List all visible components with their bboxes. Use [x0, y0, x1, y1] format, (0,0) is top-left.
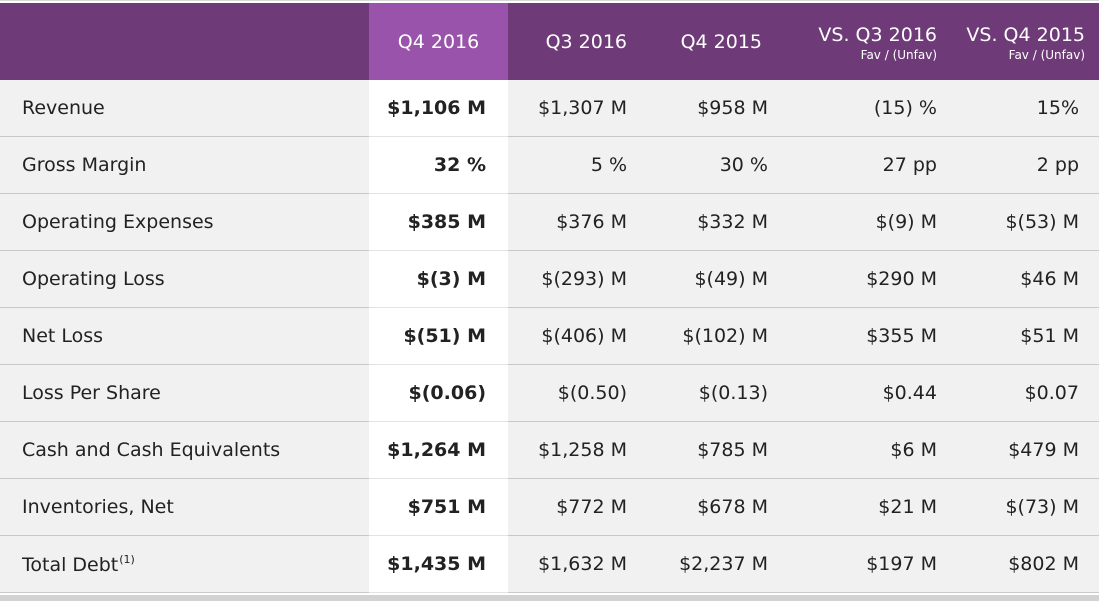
value-q4-2015: $(49) M — [647, 250, 782, 308]
value-q4-2016: $385 M — [369, 193, 508, 251]
value-q4-2016: $(51) M — [369, 307, 508, 365]
value-q3-2016: $772 M — [508, 478, 647, 536]
row-label-cell: Operating Expenses — [0, 193, 369, 251]
table-row: Revenue $1,106 M $1,307 M $958 M (15) % 15% — [0, 80, 1099, 137]
header-vs-q4-2015-sub: Fav / (Unfav) — [1008, 48, 1085, 62]
value-vs-q4-2015: $(53) M — [951, 193, 1099, 251]
row-label: Operating Expenses — [22, 211, 214, 233]
value-vs-q4-2015: $479 M — [951, 421, 1099, 479]
value-q3-2016: $376 M — [508, 193, 647, 251]
row-label: Cash and Cash Equivalents — [22, 439, 281, 461]
header-q3-2016: Q3 2016 — [508, 3, 647, 80]
value-q3-2016: $1,632 M — [508, 535, 647, 593]
header-blank-cell — [0, 3, 369, 80]
row-label: Operating Loss — [22, 268, 165, 290]
value-q4-2016: $(3) M — [369, 250, 508, 308]
value-vs-q4-2015: 15% — [951, 80, 1099, 137]
row-label-cell: Net Loss — [0, 307, 369, 365]
table-row: Gross Margin 32 % 5 % 30 % 27 pp 2 pp — [0, 136, 1099, 194]
row-label: Net Loss — [22, 325, 104, 347]
row-label-cell: Operating Loss — [0, 250, 369, 308]
row-label: Gross Margin — [22, 154, 147, 176]
value-vs-q4-2015: $46 M — [951, 250, 1099, 308]
table-row: Inventories, Net $751 M $772 M $678 M $21 M $… — [0, 478, 1099, 536]
row-label: Loss Per Share — [22, 382, 161, 404]
value-vs-q4-2015: $(73) M — [951, 478, 1099, 536]
table-row: Loss Per Share $(0.06) $(0.50) $(0.13) $0.44… — [0, 364, 1099, 422]
value-q3-2016: $1,307 M — [508, 80, 647, 137]
table-header: Q4 2016 Q3 2016 Q4 2015 VS. Q3 2016 Fav … — [0, 3, 1099, 80]
value-q4-2015: $(0.13) — [647, 364, 782, 422]
value-vs-q3-2016: $(9) M — [782, 193, 951, 251]
value-q4-2016: $1,435 M — [369, 535, 508, 593]
row-label-cell: Cash and Cash Equivalents — [0, 421, 369, 479]
header-row: Q4 2016 Q3 2016 Q4 2015 VS. Q3 2016 Fav … — [0, 3, 1099, 80]
value-q4-2015: 30 % — [647, 136, 782, 194]
table-row: Operating Loss $(3) M $(293) M $(49) M $290 … — [0, 250, 1099, 308]
table-body: Revenue $1,106 M $1,307 M $958 M (15) % 15% Gr… — [0, 80, 1099, 593]
value-q3-2016: 5 % — [508, 136, 647, 194]
row-label-cell: Total Debt(1) — [0, 535, 369, 593]
value-vs-q3-2016: $290 M — [782, 250, 951, 308]
header-q4-2015: Q4 2015 — [647, 3, 782, 80]
value-q4-2015: $678 M — [647, 478, 782, 536]
value-vs-q4-2015: $0.07 — [951, 364, 1099, 422]
value-vs-q4-2015: $802 M — [951, 535, 1099, 593]
value-q4-2015: $785 M — [647, 421, 782, 479]
value-vs-q3-2016: $6 M — [782, 421, 951, 479]
value-vs-q3-2016: $0.44 — [782, 364, 951, 422]
row-label-cell: Loss Per Share — [0, 364, 369, 422]
table-row: Operating Expenses $385 M $376 M $332 M $(9)… — [0, 193, 1099, 251]
value-q4-2016: $1,264 M — [369, 421, 508, 479]
row-label: Revenue — [22, 97, 105, 119]
value-vs-q3-2016: 27 pp — [782, 136, 951, 194]
table-row: Net Loss $(51) M $(406) M $(102) M $355 M $51… — [0, 307, 1099, 365]
value-q4-2015: $2,237 M — [647, 535, 782, 593]
value-q4-2015: $958 M — [647, 80, 782, 137]
bottom-divider — [0, 595, 1099, 601]
value-q3-2016: $(0.50) — [508, 364, 647, 422]
header-vs-q3-2016: VS. Q3 2016 Fav / (Unfav) — [782, 3, 951, 80]
header-vs-q3-2016-label: VS. Q3 2016 — [818, 24, 937, 46]
value-q4-2016: $751 M — [369, 478, 508, 536]
value-q4-2015: $332 M — [647, 193, 782, 251]
value-vs-q3-2016: $197 M — [782, 535, 951, 593]
value-q3-2016: $(406) M — [508, 307, 647, 365]
table-row: Total Debt(1) $1,435 M $1,632 M $2,237 M $19… — [0, 535, 1099, 593]
row-label: Inventories, Net — [22, 496, 174, 518]
row-label-cell: Gross Margin — [0, 136, 369, 194]
row-label-cell: Revenue — [0, 80, 369, 137]
financial-summary-table: Q4 2016 Q3 2016 Q4 2015 VS. Q3 2016 Fav … — [0, 3, 1099, 593]
header-vs-q3-2016-sub: Fav / (Unfav) — [860, 48, 937, 62]
table-row: Cash and Cash Equivalents $1,264 M $1,258 … — [0, 421, 1099, 479]
value-q4-2015: $(102) M — [647, 307, 782, 365]
value-q4-2016: 32 % — [369, 136, 508, 194]
value-vs-q3-2016: (15) % — [782, 80, 951, 137]
row-label-cell: Inventories, Net — [0, 478, 369, 536]
header-vs-q4-2015: VS. Q4 2015 Fav / (Unfav) — [951, 3, 1099, 80]
header-vs-q4-2015-label: VS. Q4 2015 — [966, 24, 1085, 46]
value-q3-2016: $1,258 M — [508, 421, 647, 479]
value-q4-2016: $(0.06) — [369, 364, 508, 422]
value-vs-q4-2015: 2 pp — [951, 136, 1099, 194]
value-vs-q3-2016: $21 M — [782, 478, 951, 536]
header-q4-2016: Q4 2016 — [369, 3, 508, 80]
value-vs-q3-2016: $355 M — [782, 307, 951, 365]
row-label: Total Debt — [22, 553, 119, 576]
value-vs-q4-2015: $51 M — [951, 307, 1099, 365]
value-q4-2016: $1,106 M — [369, 80, 508, 137]
footnote-marker: (1) — [119, 552, 135, 566]
value-q3-2016: $(293) M — [508, 250, 647, 308]
